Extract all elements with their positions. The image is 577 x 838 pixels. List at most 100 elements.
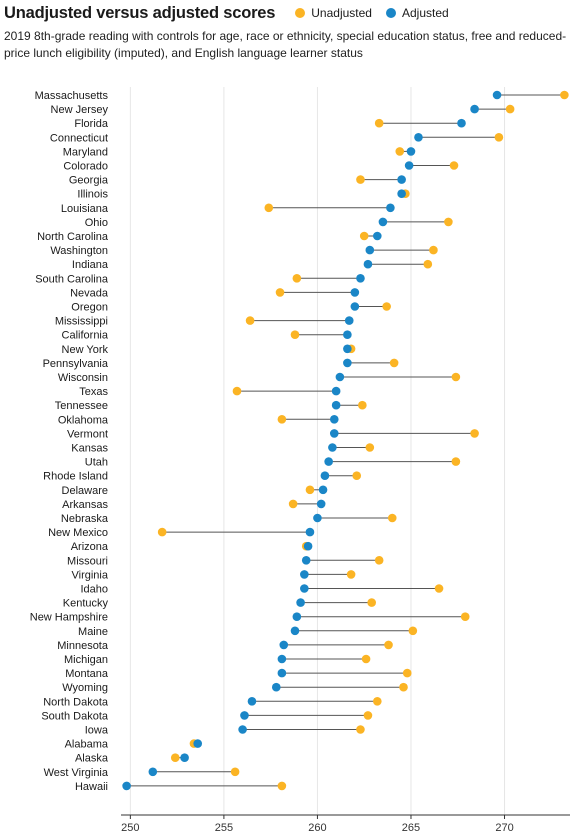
unadjusted-point <box>232 386 242 396</box>
state-label: Ohio <box>85 217 108 229</box>
unadjusted-point <box>451 457 461 466</box>
state-label: Illinois <box>77 189 108 201</box>
adjusted-point <box>318 485 328 495</box>
unadjusted-point <box>429 245 438 255</box>
adjusted-point <box>331 400 341 410</box>
adjusted-point <box>373 231 382 241</box>
title-row: Unadjusted versus adjusted scores Unadju… <box>4 0 574 26</box>
state-label: Tennessee <box>55 400 108 412</box>
unadjusted-point <box>470 429 479 438</box>
adjusted-point <box>301 556 311 565</box>
x-tick-label: 260 <box>308 822 326 834</box>
adjusted-point <box>240 711 249 720</box>
adjusted-point <box>492 90 502 100</box>
state-label: Michigan <box>64 654 108 666</box>
unadjusted-point <box>382 302 391 311</box>
adjusted-point <box>193 739 203 748</box>
unadjusted-point <box>157 527 167 537</box>
state-label: Kentucky <box>63 598 109 610</box>
state-label: South Carolina <box>35 273 109 285</box>
adjusted-point <box>397 189 406 198</box>
adjusted-point <box>292 612 302 621</box>
state-label: Hawaii <box>75 781 108 793</box>
unadjusted-point <box>230 767 240 777</box>
adjusted-point <box>335 372 345 382</box>
unadjusted-point <box>361 654 371 664</box>
adjusted-point <box>329 415 339 424</box>
unadjusted-point <box>277 781 287 791</box>
adjusted-point <box>378 217 388 227</box>
adjusted-point <box>343 330 352 340</box>
state-label: Mississippi <box>55 316 108 328</box>
unadjusted-point <box>356 725 365 734</box>
adjusted-point <box>406 147 416 156</box>
x-tick-label: 270 <box>495 822 513 834</box>
unadjusted-point <box>288 499 298 509</box>
adjusted-point <box>300 570 309 579</box>
state-label: Indiana <box>72 259 109 271</box>
adjusted-point <box>457 118 466 128</box>
state-label: Maine <box>78 626 108 638</box>
unadjusted-point <box>365 443 375 452</box>
state-label: Utah <box>85 457 108 469</box>
adjusted-point <box>363 259 373 269</box>
unadjusted-point <box>170 753 180 762</box>
unadjusted-point <box>402 668 412 678</box>
adjusted-point <box>279 640 289 650</box>
legend-swatch-unadjusted <box>295 8 306 18</box>
state-label: North Carolina <box>37 231 109 243</box>
adjusted-point <box>329 429 339 438</box>
state-label: New Jersey <box>51 104 109 116</box>
adjusted-point <box>271 682 281 692</box>
adjusted-point <box>296 598 305 607</box>
legend-adjusted: Adjusted <box>385 6 449 20</box>
adjusted-point <box>180 753 189 762</box>
unadjusted-point <box>305 485 315 495</box>
legend-unadjusted: Unadjusted <box>295 6 372 20</box>
state-label: Arizona <box>71 541 109 553</box>
adjusted-point <box>414 133 423 142</box>
state-label: North Dakota <box>43 696 109 708</box>
adjusted-point <box>386 203 395 213</box>
adjusted-point <box>277 668 287 678</box>
state-label: Minnesota <box>57 640 109 652</box>
legend-label-adjusted: Adjusted <box>401 6 449 20</box>
adjusted-point <box>303 541 313 551</box>
adjusted-point <box>324 457 333 466</box>
unadjusted-point <box>408 626 418 636</box>
x-tick-label: 265 <box>402 822 420 834</box>
state-label: Delaware <box>62 485 108 497</box>
state-label: South Dakota <box>41 710 109 722</box>
x-tick-label: 250 <box>121 822 139 834</box>
unadjusted-point <box>352 471 362 481</box>
adjusted-point <box>404 161 414 170</box>
state-label: Arkansas <box>62 499 108 511</box>
unadjusted-point <box>373 697 382 706</box>
state-label: Idaho <box>80 584 108 596</box>
unadjusted-point <box>505 104 515 114</box>
unadjusted-point <box>374 556 384 565</box>
state-label: Virginia <box>72 569 109 581</box>
state-label: California <box>62 330 109 342</box>
unadjusted-point <box>356 175 365 184</box>
unadjusted-point <box>358 400 367 410</box>
unadjusted-point <box>359 231 369 241</box>
adjusted-point <box>397 175 406 184</box>
unadjusted-point <box>374 118 384 128</box>
state-label: Alabama <box>65 739 109 751</box>
state-label: Alaska <box>75 753 109 765</box>
unadjusted-point <box>560 90 569 100</box>
state-label: Louisiana <box>61 203 109 215</box>
adjusted-point <box>343 344 352 354</box>
legend-swatch-adjusted <box>385 8 396 18</box>
adjusted-point <box>470 104 479 114</box>
unadjusted-point <box>387 513 397 523</box>
unadjusted-point <box>367 598 376 607</box>
adjusted-point <box>331 386 341 396</box>
adjusted-point <box>316 499 326 509</box>
state-label: Rhode Island <box>43 471 108 483</box>
state-label: Nebraska <box>61 513 109 525</box>
state-label: Wisconsin <box>58 372 108 384</box>
adjusted-point <box>277 654 287 664</box>
